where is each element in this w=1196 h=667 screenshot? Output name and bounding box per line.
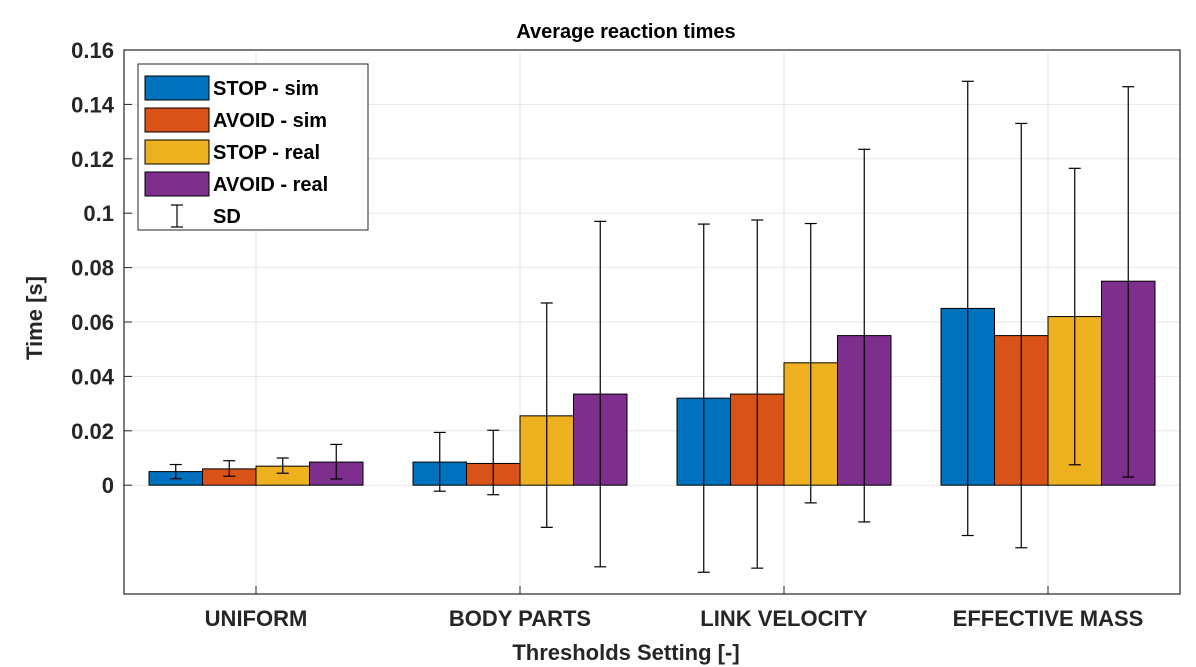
error-bar (276, 457, 289, 474)
y-tick-label: 0.02 (71, 419, 114, 444)
y-tick-label: 0.08 (71, 256, 114, 281)
error-bar (487, 429, 500, 496)
legend-label-sd: SD (213, 206, 241, 228)
x-axis-title: Thresholds Setting [-] (512, 640, 739, 665)
y-axis-title: Time [s] (22, 276, 47, 360)
y-tick-label: 0.14 (71, 92, 115, 117)
legend-swatch (144, 107, 210, 133)
x-tick-label: LINK VELOCITY (700, 606, 868, 631)
error-bar (433, 431, 446, 492)
chart-title: Average reaction times (516, 21, 735, 43)
error-bar (858, 148, 871, 523)
x-tick-label: BODY PARTS (449, 606, 591, 631)
y-tick-label: 0.1 (83, 201, 114, 226)
bars (148, 280, 1156, 486)
x-ticks: UNIFORM BODY PARTS LINK VELOCITY EFFECTIVE … (205, 586, 1144, 631)
error-bar (804, 222, 817, 504)
error-bar (540, 302, 553, 528)
error-bar (330, 443, 343, 480)
legend-label: STOP - real (213, 142, 320, 164)
error-bars (169, 80, 1135, 573)
legend-swatch (144, 171, 210, 197)
legend-sd-icon (171, 204, 183, 228)
x-tick-label: EFFECTIVE MASS (953, 606, 1144, 631)
error-bar (594, 220, 607, 568)
error-bar (1122, 86, 1135, 478)
error-bar (169, 463, 182, 480)
legend-swatch (144, 139, 210, 165)
error-bar (223, 460, 236, 477)
y-tick-label: 0.12 (71, 147, 114, 172)
legend: STOP - sim AVOID - sim STOP - real AVOID - … (137, 63, 369, 231)
legend-label: STOP - sim (213, 78, 319, 100)
error-bar (961, 80, 974, 537)
y-ticks: 0 0.02 0.04 0.06 0.08 0.1 0.12 0.14 0.16 (71, 38, 132, 498)
error-bar (1015, 122, 1028, 549)
x-tick-label: UNIFORM (205, 606, 308, 631)
y-tick-label: 0.04 (71, 364, 115, 389)
y-tick-label: 0.06 (71, 310, 114, 335)
y-tick-label: 0.16 (71, 38, 114, 63)
legend-label: AVOID - sim (213, 110, 327, 132)
error-bar (1068, 167, 1081, 466)
error-bar (697, 223, 710, 573)
error-bar (751, 219, 764, 569)
legend-label: AVOID - real (213, 174, 328, 196)
y-tick-label: 0 (102, 473, 114, 498)
legend-swatch (144, 75, 210, 101)
